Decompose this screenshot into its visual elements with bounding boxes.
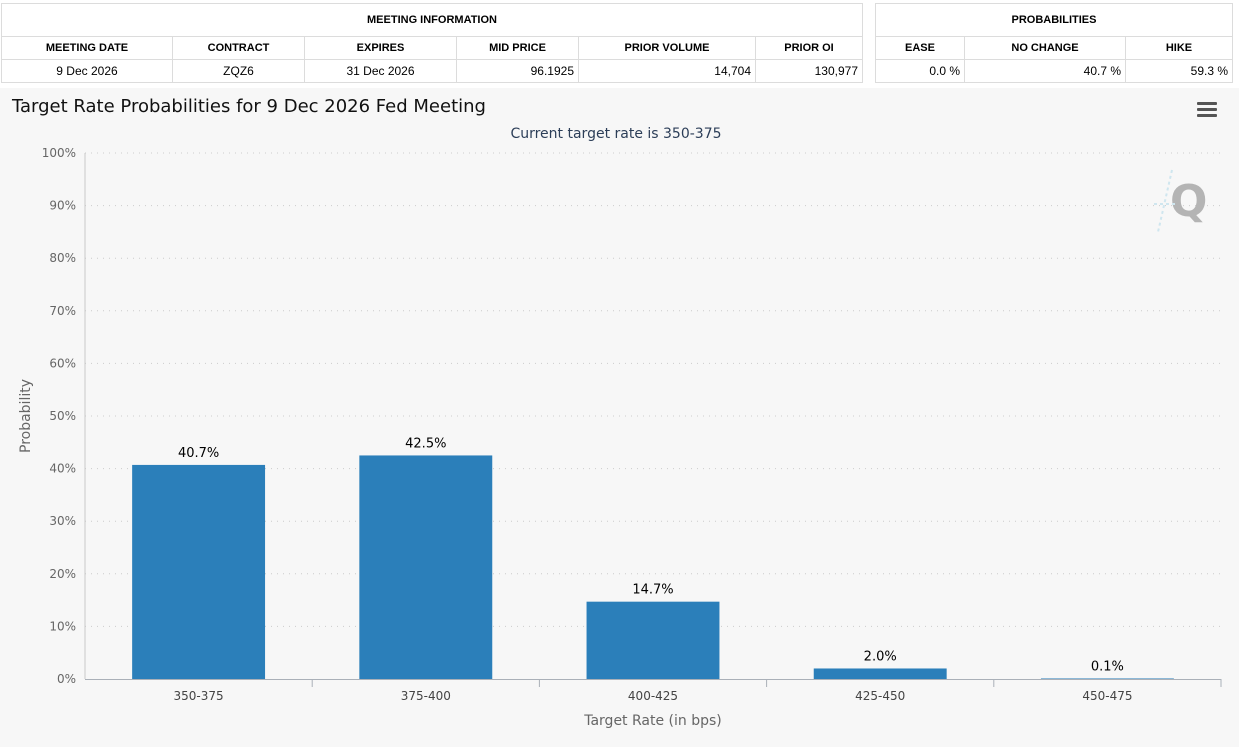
y-axis-title: Probability	[18, 379, 34, 453]
data-label: 40.7%	[178, 446, 219, 461]
header-no-change: NO CHANGE	[964, 36, 1126, 60]
header-prior-volume: PRIOR VOLUME	[578, 36, 756, 60]
bar-chart: 0% 10% 20% 30% 40% 50% 60% 70% 80% 90% 100% 40.7% 35…	[18, 146, 1222, 729]
bar	[813, 668, 947, 679]
cell-meeting-date: 9 Dec 2026	[1, 59, 173, 83]
y-tick-label: 60%	[49, 356, 76, 370]
y-tick-label: 40%	[49, 462, 76, 476]
probabilities-table: PROBABILITIES EASE NO CHANGE HIKE 0.0 % …	[875, 3, 1233, 83]
x-tick-label: 375-400	[401, 689, 451, 703]
header-contract: CONTRACT	[172, 36, 305, 60]
probabilities-title: PROBABILITIES	[875, 3, 1233, 37]
bar	[359, 455, 493, 679]
meeting-information-title: MEETING INFORMATION	[1, 3, 863, 37]
cell-contract: ZQZ6	[172, 59, 305, 83]
y-tick-label: 90%	[49, 199, 76, 213]
y-tick-label: 70%	[49, 304, 76, 318]
svg-text:Q: Q	[1170, 176, 1207, 227]
chart-subtitle: Current target rate is 350-375	[510, 126, 722, 142]
x-tick-label: 425-450	[855, 689, 905, 703]
header-prior-oi: PRIOR OI	[755, 36, 863, 60]
bar	[1040, 678, 1174, 679]
bar	[586, 601, 720, 679]
hamburger-menu-icon[interactable]	[1197, 102, 1217, 118]
x-axis-title: Target Rate (in bps)	[583, 713, 722, 729]
cell-mid-price: 96.1925	[456, 59, 579, 83]
y-tick-label: 50%	[49, 409, 76, 423]
y-tick-label: 10%	[49, 619, 76, 633]
cell-ease: 0.0 %	[875, 59, 965, 83]
header-ease: EASE	[875, 36, 965, 60]
cell-no-change: 40.7 %	[964, 59, 1126, 83]
cell-hike: 59.3 %	[1125, 59, 1233, 83]
x-tick-label: 350-375	[174, 689, 224, 703]
cell-prior-volume: 14,704	[578, 59, 756, 83]
header-hike: HIKE	[1125, 36, 1233, 60]
y-tick-label: 100%	[42, 146, 76, 160]
data-label: 42.5%	[405, 436, 446, 451]
chart-area: 0% 10% 20% 30% 40% 50% 60% 70% 80% 90% 100% 40.7% 35…	[0, 88, 1239, 747]
header-meeting-date: MEETING DATE	[1, 36, 173, 60]
data-label: 14.7%	[632, 583, 673, 598]
x-tick-label: 450-475	[1082, 689, 1132, 703]
y-tick-label: 80%	[49, 251, 76, 265]
cell-prior-oi: 130,977	[755, 59, 863, 83]
bar	[132, 464, 266, 679]
chart-title: Target Rate Probabilities for 9 Dec 2026…	[12, 96, 486, 117]
data-label: 2.0%	[864, 649, 897, 664]
cell-expires: 31 Dec 2026	[304, 59, 457, 83]
meeting-information-table: MEETING INFORMATION MEETING DATE CONTRAC…	[1, 3, 863, 83]
y-tick-label: 20%	[49, 567, 76, 581]
header-expires: EXPIRES	[304, 36, 457, 60]
y-tick-label: 30%	[49, 514, 76, 528]
header-mid-price: MID PRICE	[456, 36, 579, 60]
data-label: 0.1%	[1091, 659, 1124, 674]
x-tick-label: 400-425	[628, 689, 678, 703]
y-tick-label: 0%	[57, 672, 76, 686]
q-logo-icon: Q	[1154, 169, 1207, 233]
